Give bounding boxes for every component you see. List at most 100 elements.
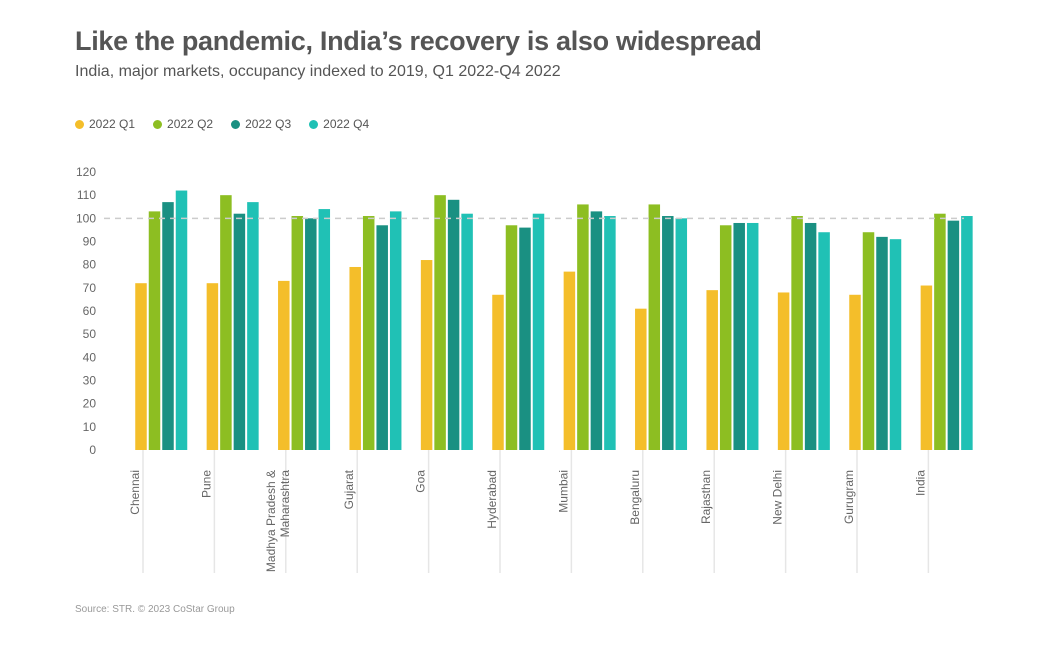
legend-item-q1: 2022 Q1 (75, 117, 135, 131)
bar-goa-q2 (434, 195, 446, 450)
x-tick-label-line: Maharashtra (278, 470, 292, 538)
x-tick-label: Hyderabad (485, 470, 499, 529)
bar-gujarat-q4 (389, 211, 402, 450)
legend-item-q4: 2022 Q4 (309, 117, 369, 131)
bar-india-q4 (961, 216, 973, 450)
bar-mumbai-q2 (577, 204, 589, 450)
bar-goa-q4 (461, 213, 473, 450)
bar-mumbai-q4 (604, 216, 616, 450)
legend-item-q2: 2022 Q2 (153, 117, 213, 131)
bar-hyderabad-q3 (519, 227, 531, 450)
bar-madhya-pradesh-maharashtra-q3 (305, 218, 317, 450)
x-tick-label: Bengaluru (628, 470, 642, 525)
y-tick-label: 40 (83, 350, 97, 364)
bar-india-q3 (947, 220, 960, 450)
bar-gurugram-q3 (876, 236, 888, 450)
legend-swatch-q1 (75, 119, 84, 129)
x-tick-label: Pune (199, 470, 213, 498)
bar-goa-q1 (420, 260, 433, 450)
bar-chennai-q2 (148, 211, 161, 450)
y-tick-label: 90 (83, 235, 97, 249)
legend-label-q3: 2022 Q3 (245, 117, 292, 131)
bar-mumbai-q3 (590, 211, 603, 450)
y-axis: 0 10 20 30 40 50 60 70 80 90 100 110 120 (76, 165, 96, 457)
bar-india-q1 (920, 285, 933, 450)
bar-bengaluru-q1 (635, 308, 647, 450)
x-tick-label-line: Gurugram (842, 470, 856, 524)
x-tick-label-line: Mumbai (556, 470, 570, 513)
chart-subtitle: India, major markets, occupancy indexed … (75, 63, 561, 80)
bar-new-delhi-q3 (804, 222, 817, 450)
bar-hyderabad-q4 (532, 213, 545, 450)
y-tick-label: 100 (76, 211, 96, 225)
bar-pune-q2 (220, 195, 232, 450)
y-tick-label: 30 (83, 374, 97, 388)
bar-pune-q1 (206, 283, 219, 450)
x-tick-label-line: Madhya Pradesh & (264, 470, 278, 572)
bar-new-delhi-q2 (791, 216, 803, 450)
chart-title: Like the pandemic, India’s recovery is a… (75, 26, 762, 56)
y-tick-label: 20 (83, 397, 97, 411)
x-tick-label: Madhya Pradesh &Maharashtra (264, 470, 292, 572)
x-tick-label-line: Chennai (128, 470, 142, 515)
bar-gurugram-q1 (849, 294, 861, 450)
bar-gurugram-q4 (889, 239, 902, 450)
bar-bengaluru-q2 (648, 204, 661, 450)
x-tick-label: Gurugram (842, 470, 856, 524)
bar-bengaluru-q4 (675, 218, 688, 450)
x-tick-label-line: Hyderabad (485, 470, 499, 529)
y-tick-label: 70 (83, 281, 97, 295)
x-tick-label-line: Pune (199, 470, 213, 498)
x-tick-label: New Delhi (771, 470, 785, 525)
bar-madhya-pradesh-maharashtra-q4 (318, 209, 331, 450)
y-tick-label: 60 (83, 304, 97, 318)
bar-gujarat-q3 (376, 225, 388, 450)
x-tick-label: Chennai (128, 470, 142, 515)
chart-legend: 2022 Q1 2022 Q2 2022 Q3 2022 Q4 (75, 117, 369, 131)
x-tick-label-line: India (913, 470, 927, 496)
bar-chennai-q4 (175, 190, 188, 450)
legend-swatch-q2 (153, 119, 163, 129)
y-tick-label: 10 (83, 420, 97, 434)
legend-item-q3: 2022 Q3 (231, 117, 291, 131)
y-tick-label: 0 (89, 443, 96, 457)
bar-hyderabad-q1 (492, 294, 504, 450)
x-tick-label-line: Gujarat (342, 469, 356, 509)
legend-label-q4: 2022 Q4 (323, 117, 370, 131)
x-tick-label: India (913, 470, 927, 496)
y-tick-label: 80 (83, 258, 97, 272)
category-dividers (142, 450, 930, 573)
x-axis: Chennai Pune Madhya Pradesh &Maharashtra Gu… (128, 469, 927, 572)
bar-rajasthan-q2 (719, 225, 732, 450)
y-tick-label: 120 (76, 165, 96, 179)
x-tick-label-line: Bengaluru (628, 470, 642, 525)
bar-gujarat-q2 (362, 216, 375, 450)
bar-pune-q4 (247, 202, 259, 450)
bar-madhya-pradesh-maharashtra-q1 (278, 280, 290, 450)
x-tick-label-line: New Delhi (771, 470, 785, 525)
bar-new-delhi-q1 (777, 292, 790, 450)
legend-label-q1: 2022 Q1 (89, 117, 136, 131)
bar-chennai-q1 (135, 283, 147, 450)
y-tick-label: 110 (77, 188, 96, 202)
x-tick-label: Gujarat (342, 469, 356, 509)
bar-gujarat-q1 (349, 266, 361, 450)
x-tick-label: Mumbai (556, 470, 570, 513)
bar-mumbai-q1 (563, 271, 576, 450)
bar-rajasthan-q4 (746, 222, 759, 450)
y-tick-label: 50 (83, 327, 97, 341)
bar-chennai-q3 (162, 202, 174, 450)
source-note: Source: STR. © 2023 CoStar Group (75, 604, 235, 615)
legend-swatch-q4 (309, 119, 319, 129)
legend-swatch-q3 (231, 119, 241, 129)
bar-pune-q3 (233, 213, 246, 450)
bar-gurugram-q2 (862, 232, 875, 450)
x-tick-label: Goa (414, 470, 428, 493)
bar-new-delhi-q4 (818, 232, 830, 450)
bar-india-q2 (934, 213, 946, 450)
bar-rajasthan-q3 (733, 222, 745, 450)
x-tick-label-line: Goa (414, 470, 428, 493)
bars (135, 190, 973, 450)
x-tick-label: Rajasthan (699, 470, 713, 524)
